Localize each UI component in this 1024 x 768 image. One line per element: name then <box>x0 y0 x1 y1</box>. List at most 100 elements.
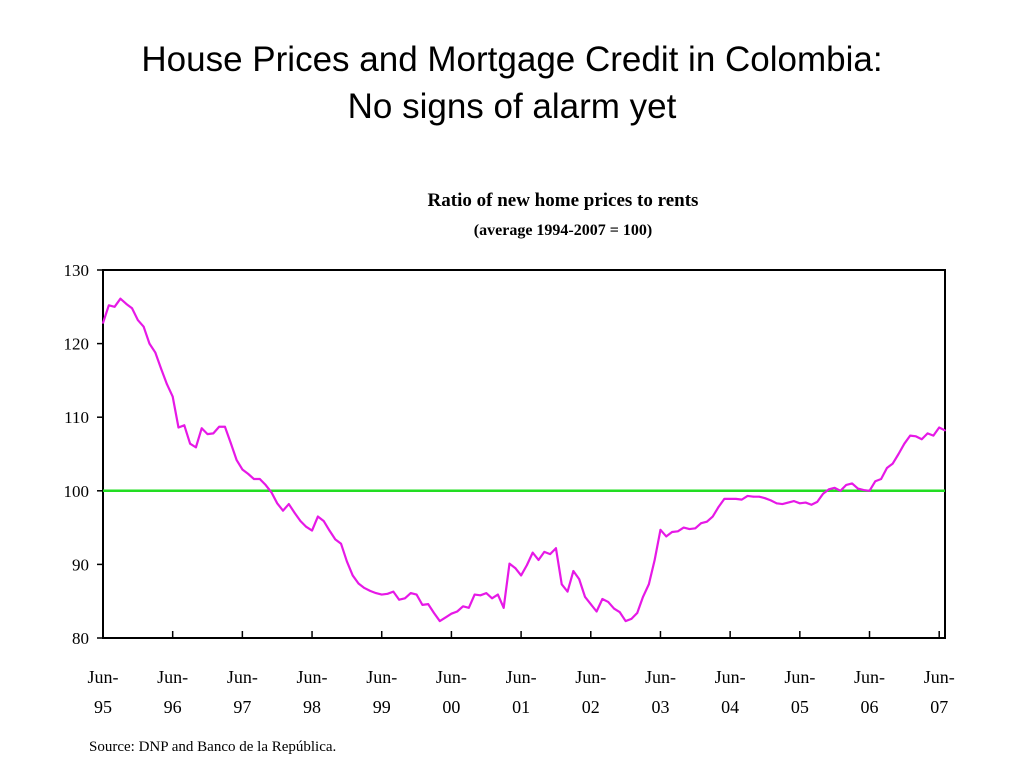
x-tick-label: Jun- 06 <box>854 667 885 717</box>
data-point <box>508 562 511 565</box>
data-point <box>758 495 761 498</box>
data-point <box>717 506 720 508</box>
data-point <box>253 478 255 480</box>
data-point <box>444 616 447 619</box>
data-point <box>496 593 499 596</box>
y-tick-label: 110 <box>64 408 89 427</box>
data-point <box>793 500 795 502</box>
data-point <box>729 498 732 500</box>
x-tick-label: Jun- 97 <box>227 667 258 717</box>
data-point <box>456 610 459 613</box>
data-point <box>555 547 557 550</box>
x-tick-label-year: 06 <box>861 697 879 717</box>
data-point <box>636 612 639 614</box>
data-point <box>723 498 726 500</box>
data-point <box>404 597 406 600</box>
x-tick-label-year: 02 <box>582 697 600 717</box>
data-point <box>102 322 104 324</box>
data-point <box>293 511 296 514</box>
data-point <box>839 489 842 492</box>
y-tick-label: 100 <box>64 482 90 501</box>
data-point <box>700 522 703 525</box>
data-point <box>450 612 453 615</box>
x-tick-label-month: Jun- <box>436 667 467 687</box>
data-point <box>282 509 284 512</box>
data-point <box>189 442 192 445</box>
y-tick-label: 120 <box>64 335 90 354</box>
data-point <box>345 560 348 563</box>
data-point <box>427 603 430 606</box>
data-point <box>909 434 912 437</box>
data-point <box>787 501 790 504</box>
data-point <box>531 551 534 554</box>
x-tick-label-month: Jun- <box>784 667 815 687</box>
x-tick-label-month: Jun- <box>645 667 676 687</box>
data-point <box>305 525 308 528</box>
data-point <box>740 498 743 501</box>
data-point <box>560 583 563 586</box>
x-tick-label-year: 03 <box>651 697 669 717</box>
x-tick-label-month: Jun- <box>88 667 119 687</box>
x-tick-label-year: 95 <box>94 697 112 717</box>
data-point <box>363 587 366 589</box>
data-point <box>804 501 807 504</box>
data-point <box>479 594 482 597</box>
data-point <box>386 592 389 595</box>
data-point <box>798 502 801 505</box>
x-tick-label: Jun- 04 <box>715 667 746 717</box>
data-point <box>886 467 888 469</box>
chart-subtitle: (average 1994-2007 = 100) <box>474 222 652 239</box>
x-tick-label-month: Jun- <box>715 667 746 687</box>
data-point <box>711 515 714 518</box>
data-point <box>897 453 900 455</box>
source-note: Source: DNP and Banco de la República. <box>89 739 337 755</box>
data-point <box>671 531 673 533</box>
data-point <box>752 495 755 498</box>
data-point <box>520 574 522 577</box>
data-point <box>572 570 575 572</box>
data-point <box>183 424 186 427</box>
data-point <box>682 526 685 529</box>
data-point <box>584 595 586 598</box>
data-point <box>264 484 267 486</box>
data-point <box>514 567 517 569</box>
data-point <box>502 606 505 609</box>
x-tick-label-month: Jun- <box>854 667 885 687</box>
data-point <box>891 462 894 465</box>
x-tick-label: Jun- 05 <box>784 667 815 717</box>
x-tick-label-year: 07 <box>930 697 948 717</box>
x-tick-label: Jun- 96 <box>157 667 188 717</box>
data-point <box>409 592 412 594</box>
data-point <box>334 538 337 541</box>
data-point <box>200 427 203 430</box>
data-point <box>160 367 162 370</box>
x-tick-label: Jun- 07 <box>924 667 955 717</box>
data-point <box>810 503 813 506</box>
data-point <box>566 590 569 593</box>
data-point <box>706 520 708 523</box>
data-point <box>369 590 372 592</box>
x-tick-label-month: Jun- <box>575 667 606 687</box>
y-tick-label: 130 <box>64 261 90 280</box>
x-tick-label-year: 98 <box>303 697 321 717</box>
x-tick-label: Jun- 02 <box>575 667 606 717</box>
data-point <box>258 478 261 480</box>
data-point <box>874 480 877 483</box>
data-point <box>131 307 133 310</box>
data-point <box>944 429 946 432</box>
data-point <box>595 610 598 613</box>
data-point <box>647 583 650 586</box>
data-point <box>653 559 656 561</box>
series-line-price-rent-ratio <box>101 297 946 623</box>
x-tick-label-year: 04 <box>721 697 739 717</box>
data-point <box>642 595 644 598</box>
data-point <box>421 603 424 606</box>
data-point <box>775 502 778 505</box>
data-point <box>816 500 819 503</box>
data-point <box>920 438 923 441</box>
data-point <box>392 590 395 593</box>
data-point <box>938 426 941 429</box>
data-point <box>613 607 615 610</box>
x-tick-label-year: 96 <box>164 697 182 717</box>
x-tick-label-month: Jun- <box>506 667 537 687</box>
